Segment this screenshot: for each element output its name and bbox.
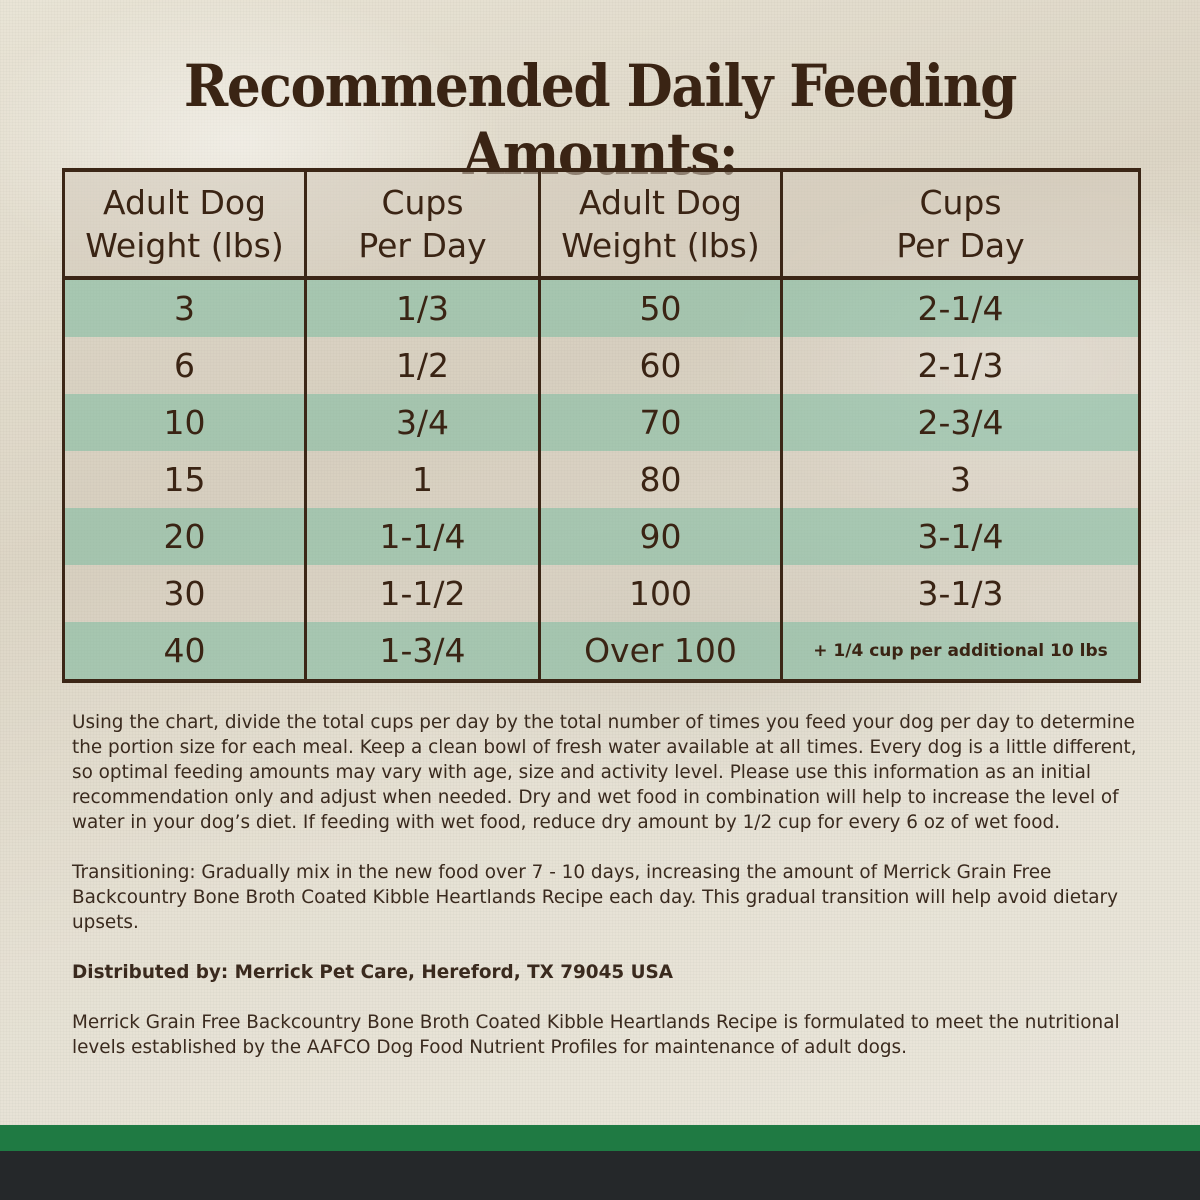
header-cups-1: Cups Per Day [305,170,541,280]
cups-cell: 3 [781,451,1140,508]
cups-cell: 1-1/4 [305,508,541,565]
weight-cell: Over 100 [539,622,783,681]
cups-cell: 1-3/4 [305,622,541,681]
cups-cell-additional-note: + 1/4 cup per additional 10 lbs [781,622,1140,681]
table-row: 6 1/2 60 2-1/3 [63,337,1140,394]
instructions-paragraph: Using the chart, divide the total cups p… [72,712,1137,833]
table-row: 40 1-3/4 Over 100 + 1/4 cup per addition… [63,622,1140,681]
page-title: Recommended Daily Feeding Amounts: [183,52,1018,188]
cups-cell: 1-1/2 [305,565,541,622]
cups-cell: 3-1/4 [781,508,1140,565]
table-row: 3 1/3 50 2-1/4 [63,278,1140,337]
header-cups-2: Cups Per Day [781,170,1140,280]
weight-cell: 30 [63,565,307,622]
cups-cell: 2-3/4 [781,394,1140,451]
weight-cell: 100 [539,565,783,622]
feeding-table: Adult Dog Weight (lbs) Cups Per Day Adult … [62,168,1141,683]
feeding-instructions: Using the chart, divide the total cups p… [72,710,1142,1085]
table-row: 10 3/4 70 2-3/4 [63,394,1140,451]
weight-cell: 50 [539,278,783,337]
weight-cell: 60 [539,337,783,394]
weight-cell: 40 [63,622,307,681]
transitioning-paragraph: Transitioning: Gradually mix in the new … [72,862,1118,933]
header-weight-1: Adult Dog Weight (lbs) [63,170,307,280]
table-row: 30 1-1/2 100 3-1/3 [63,565,1140,622]
weight-cell: 90 [539,508,783,565]
cups-cell: 1/3 [305,278,541,337]
table-header-row: Adult Dog Weight (lbs) Cups Per Day Adult … [63,170,1140,280]
distributor-line: Distributed by: Merrick Pet Care, Herefo… [72,962,674,983]
cups-cell: 1 [305,451,541,508]
header-weight-2: Adult Dog Weight (lbs) [539,170,783,280]
aafco-statement: Merrick Grain Free Backcountry Bone Brot… [72,1012,1120,1058]
weight-cell: 15 [63,451,307,508]
cups-cell: 2-1/3 [781,337,1140,394]
cups-cell: 2-1/4 [781,278,1140,337]
weight-cell: 10 [63,394,307,451]
cups-cell: 3-1/3 [781,565,1140,622]
weight-cell: 70 [539,394,783,451]
cups-cell: 3/4 [305,394,541,451]
weight-cell: 3 [63,278,307,337]
footer-dark-band [0,1151,1200,1200]
weight-cell: 80 [539,451,783,508]
table-row: 15 1 80 3 [63,451,1140,508]
weight-cell: 20 [63,508,307,565]
cups-cell: 1/2 [305,337,541,394]
table-row: 20 1-1/4 90 3-1/4 [63,508,1140,565]
weight-cell: 6 [63,337,307,394]
footer-green-band [0,1125,1200,1151]
